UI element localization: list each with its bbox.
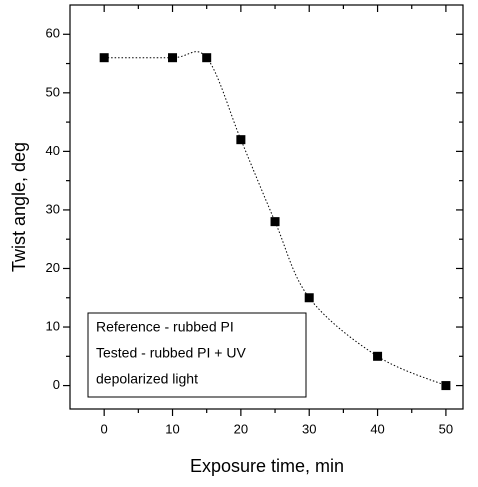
- x-tick-label: 50: [439, 421, 453, 436]
- y-tick-label: 30: [46, 201, 60, 216]
- plot-frame: [69, 4, 464, 410]
- x-tick-label: 0: [101, 421, 108, 436]
- point: [99, 53, 109, 63]
- point: [304, 293, 314, 303]
- y-tick-label: 50: [46, 84, 60, 99]
- point: [168, 53, 178, 63]
- annotation-text: Tested - rubbed PI + UV: [96, 345, 246, 361]
- point: [441, 381, 451, 391]
- y-tick-label: 10: [46, 318, 60, 333]
- annotation-text: Reference - rubbed PI: [96, 319, 234, 335]
- point: [270, 217, 280, 227]
- annotation-box: [87, 312, 307, 398]
- point: [373, 351, 383, 361]
- x-tick-label: 10: [165, 421, 179, 436]
- y-tick-label: 20: [46, 260, 60, 275]
- y-tick-label: 0: [53, 377, 60, 392]
- point: [236, 135, 246, 145]
- annotation-text: depolarized light: [96, 371, 198, 387]
- x-tick-label: 40: [370, 421, 384, 436]
- x-tick-label: 20: [234, 421, 248, 436]
- y-tick-label: 40: [46, 143, 60, 158]
- point: [202, 53, 212, 63]
- y-tick-label: 60: [46, 26, 60, 41]
- x-axis-label: Exposure time, min: [190, 456, 344, 476]
- fit-curve: [104, 51, 447, 387]
- y-axis-label: Twist angle, deg: [9, 142, 29, 272]
- x-tick-label: 30: [302, 421, 316, 436]
